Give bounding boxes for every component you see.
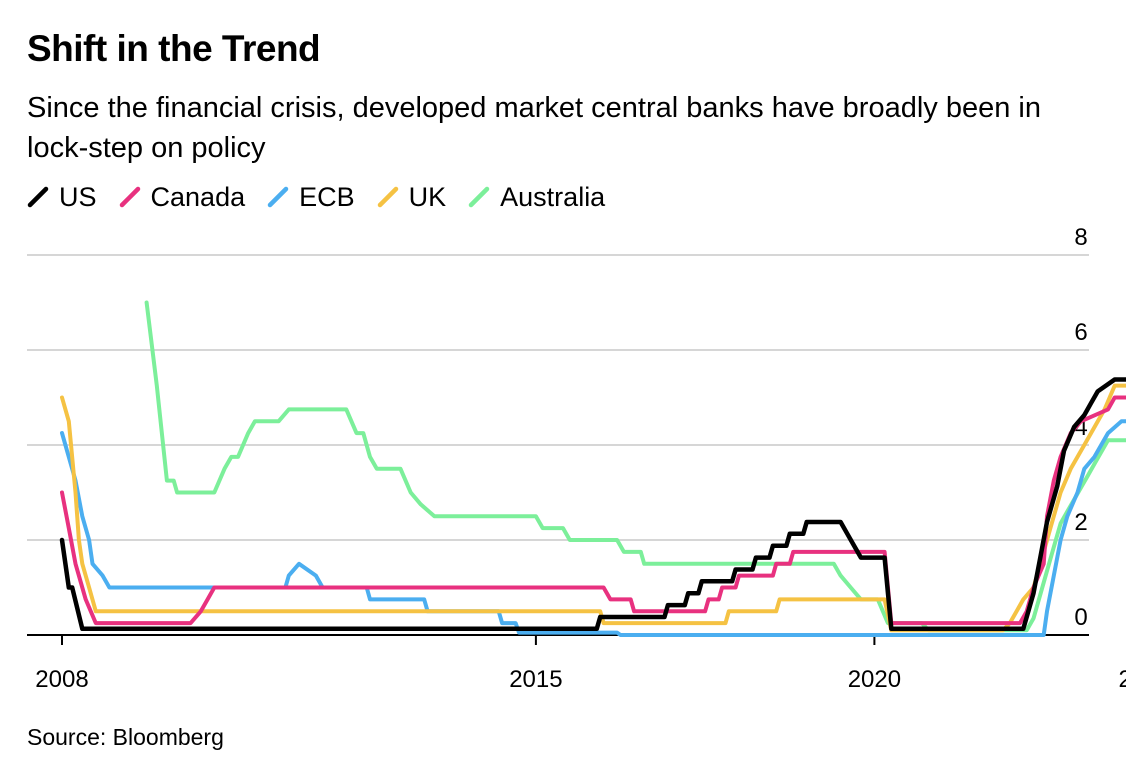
legend: US Canada ECB UK Australia: [27, 180, 627, 214]
series-line-ecb: [60, 419, 1126, 637]
legend-item-canada: Canada: [119, 181, 246, 213]
series-lines: [59, 300, 1126, 637]
legend-label: ECB: [299, 181, 355, 212]
legend-item-australia: Australia: [468, 182, 605, 213]
legend-swatch: [27, 186, 49, 208]
x-tick-label: 2020: [848, 666, 901, 693]
x-axis: 2008 2015 2020 2024: [27, 634, 1126, 693]
legend-label: US: [59, 181, 97, 212]
legend-label: UK: [408, 181, 447, 212]
legend-label: Australia: [500, 181, 606, 212]
series-line-canada: [60, 395, 1126, 626]
chart-subtitle: Since the financial crisis, developed ma…: [27, 92, 1041, 164]
y-tick-label: 6: [1074, 319, 1087, 346]
series-line-australia: [144, 300, 1126, 633]
legend-swatch: [468, 186, 490, 208]
legend-label: Canada: [150, 181, 246, 212]
legend-swatch: [267, 186, 289, 208]
series-line-uk: [60, 383, 1126, 633]
series-line-us: [59, 377, 1126, 632]
x-tick-label: 2008: [35, 666, 88, 693]
y-tick-label: 0: [1074, 604, 1087, 631]
legend-item-ecb: ECB: [267, 182, 355, 213]
x-tick-label: 2024: [1119, 666, 1126, 693]
legend-item-us: US: [27, 182, 97, 213]
legend-swatch: [377, 186, 398, 208]
legend-item-uk: UK: [377, 181, 447, 213]
x-tick-label: 2015: [509, 666, 562, 693]
y-tick-label: 8: [1074, 224, 1087, 251]
y-tick-label: 2: [1074, 509, 1087, 536]
source-note: Source: Bloomberg: [27, 724, 224, 750]
gridlines: [27, 254, 1089, 541]
chart-title: Shift in the Trend: [27, 28, 321, 69]
legend-swatch: [119, 186, 140, 208]
